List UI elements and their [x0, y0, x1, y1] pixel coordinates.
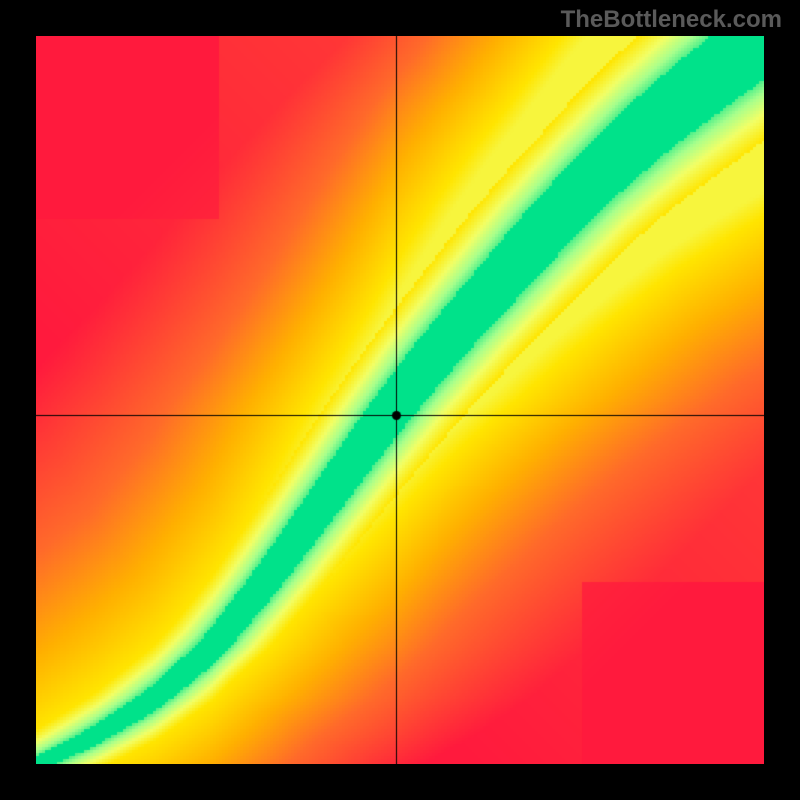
watermark-text: TheBottleneck.com [561, 6, 782, 34]
chart-frame: TheBottleneck.com [0, 0, 800, 800]
heatmap-plot [36, 36, 764, 764]
heatmap-canvas [36, 36, 764, 764]
